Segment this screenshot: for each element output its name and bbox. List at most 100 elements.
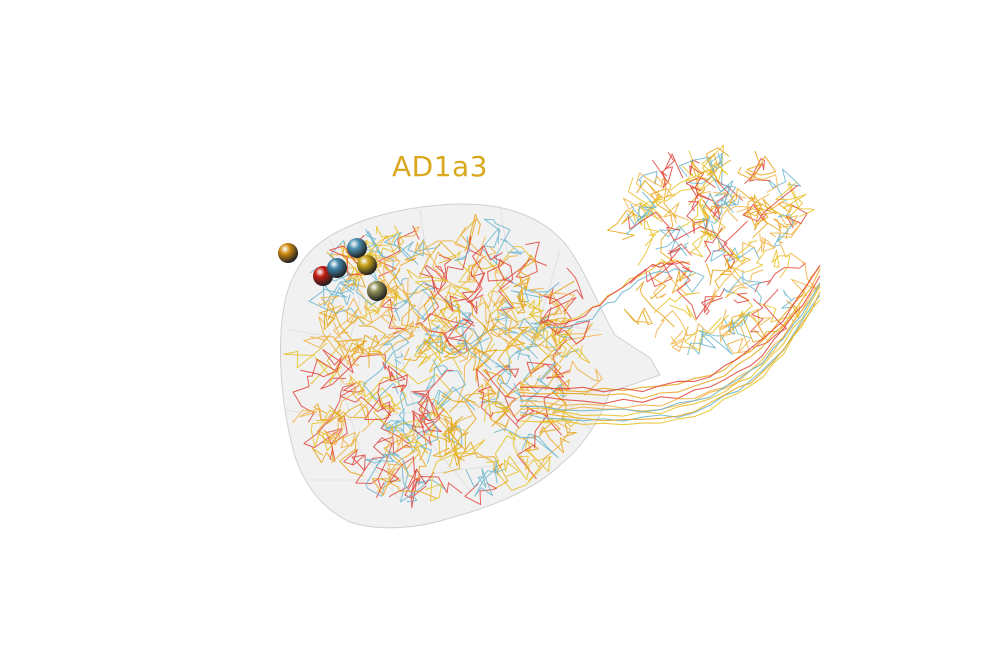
axon-branch	[674, 265, 724, 320]
dendrite-branch	[457, 350, 497, 408]
dendrite-branch	[316, 403, 367, 445]
dendrite-branch	[477, 386, 494, 418]
dendrite-branch	[394, 419, 441, 460]
dendrite-branch	[364, 453, 394, 467]
dendrite-branch	[375, 226, 420, 304]
axon-branch	[721, 313, 772, 341]
dendrite-branch	[555, 389, 577, 438]
axon-branch	[737, 150, 777, 181]
axon-branch	[702, 179, 744, 220]
dendrite-branch	[431, 275, 458, 313]
dendrite-branch	[529, 333, 602, 364]
dendrite-branch	[292, 407, 322, 423]
dendrite-branch	[508, 347, 522, 376]
dendrite-branch	[401, 303, 420, 331]
dendrite-branch	[412, 456, 435, 485]
axon-branch	[685, 175, 734, 205]
dendrite-branch	[428, 285, 474, 323]
dendrite-branch	[414, 226, 469, 269]
axon-branch	[762, 300, 798, 338]
dendrite-branch	[496, 374, 530, 398]
axon-branch	[763, 181, 803, 220]
axon-branch	[728, 291, 760, 330]
axon-branch	[744, 157, 771, 185]
dendrite-branch	[369, 356, 412, 407]
axon-branch	[700, 288, 726, 316]
axon-branch	[722, 276, 763, 295]
axon-branch	[683, 270, 705, 293]
dendrite-branch	[387, 365, 408, 393]
dendrite-branch	[411, 390, 445, 422]
axon-tract	[519, 286, 821, 417]
dendrite-branch	[479, 369, 506, 405]
dendrite-branch	[480, 362, 512, 411]
dendrite-branch	[548, 267, 584, 305]
soma-sphere	[347, 238, 367, 258]
dendrite-branch	[361, 417, 401, 493]
axon-branch	[717, 240, 758, 264]
axon-branch	[754, 262, 806, 293]
axon-branch	[681, 150, 705, 194]
axon-branch	[709, 241, 756, 305]
dendrite-branch	[312, 442, 334, 464]
dendrite-branch	[380, 478, 437, 499]
dendrite-branch	[542, 360, 603, 396]
dendrite-branch	[429, 355, 463, 375]
dendrite-branch	[326, 430, 361, 464]
axon-branch	[786, 204, 808, 229]
dendrite-branch	[359, 299, 380, 319]
dendrite-branch	[445, 235, 484, 278]
dendrite-branch	[442, 430, 461, 474]
dendrite-branch	[505, 276, 560, 303]
axon-branch	[636, 172, 673, 201]
axon-branch	[669, 304, 697, 322]
axon-branch	[775, 182, 815, 218]
axon-branch	[698, 330, 733, 355]
axon-branch	[769, 220, 803, 238]
axon-branch	[685, 176, 716, 200]
dendrite-branch	[490, 309, 526, 348]
axon-branch	[760, 198, 794, 215]
dendrite-branch	[497, 326, 528, 375]
dendrite-branch	[504, 381, 534, 425]
axon-branch	[678, 156, 715, 177]
dendrite-branch	[381, 298, 406, 335]
dendrite-branch	[313, 403, 331, 422]
dendrite-branch	[515, 317, 539, 360]
dendrite-branch	[325, 415, 348, 462]
dendrite-branch	[411, 410, 432, 446]
dendrite-branch	[532, 351, 563, 379]
dendrite-branch	[415, 325, 467, 356]
axon-branch	[663, 202, 690, 224]
axon-tract	[519, 264, 821, 393]
dendrite-branch	[492, 294, 522, 352]
axon-branch	[742, 270, 762, 305]
soma-sphere	[278, 243, 298, 263]
dendrite-branch	[418, 401, 442, 434]
dendrite-branch	[487, 258, 531, 284]
axon-branch	[650, 188, 677, 263]
dendrite-branch	[482, 218, 511, 265]
dendrite-branch	[318, 295, 342, 312]
dendrite-branch	[407, 277, 422, 327]
soma-sphere	[357, 255, 377, 275]
soma-sphere	[367, 281, 387, 301]
axon-branch	[670, 323, 707, 349]
dendrite-branch	[493, 428, 559, 458]
dendrite-branch	[371, 468, 395, 496]
axon-branch	[773, 213, 794, 247]
axon-branch	[727, 205, 752, 222]
dendrite-branch	[461, 245, 503, 310]
dendrite-branch	[466, 236, 486, 282]
dendrite-branch	[526, 361, 571, 379]
dendrite-branch	[364, 379, 392, 420]
axon-tract	[519, 275, 821, 405]
dendrite-branch	[493, 254, 514, 312]
axon-branch	[636, 179, 676, 199]
axon-branch	[733, 292, 750, 304]
dendrite-branch	[463, 241, 499, 275]
axon-branch	[753, 288, 788, 349]
dendrite-branch	[310, 409, 345, 452]
axon-branch	[768, 168, 802, 202]
